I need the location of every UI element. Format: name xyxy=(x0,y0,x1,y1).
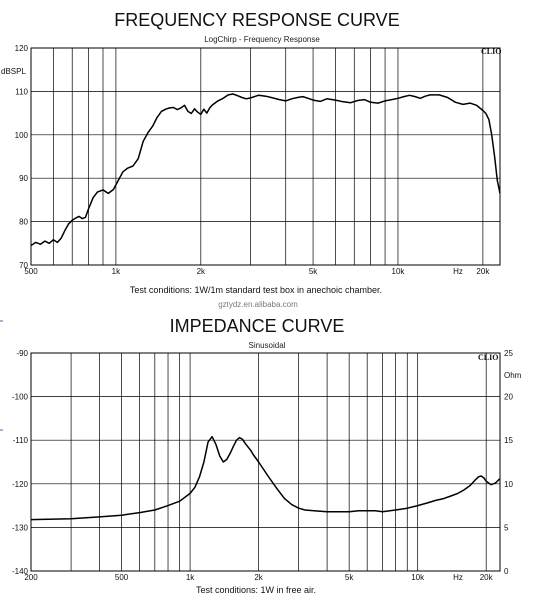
y-right-tick-label: 10 xyxy=(504,480,513,489)
fr-brand-label: CLIO xyxy=(481,47,501,56)
y-tick-label: -140 xyxy=(12,567,29,576)
y-tick-label: 120 xyxy=(15,44,29,53)
y-right-tick-label: 25 xyxy=(504,349,513,358)
y-tick-label: 100 xyxy=(15,131,29,140)
y-right-tick-label: 20 xyxy=(504,393,513,402)
x-tick-label: 2k xyxy=(197,267,206,276)
imp-x-unit-label: Hz xyxy=(453,573,463,582)
imp-right-unit-label: Ohm xyxy=(504,371,522,380)
y-tick-label: 70 xyxy=(19,261,28,270)
fr-subtitle: LogChirp - Frequency Response xyxy=(204,35,320,44)
fr-caption: Test conditions: 1W/1m standard test box… xyxy=(130,285,382,295)
fr-plot-frame xyxy=(30,47,501,266)
y-tick-label: 80 xyxy=(19,218,28,227)
y-right-tick-label: 0 xyxy=(504,567,509,576)
x-tick-label: 1k xyxy=(186,573,195,582)
x-tick-label: 10k xyxy=(392,267,406,276)
fr-grid xyxy=(31,47,500,266)
x-tick-label: 5k xyxy=(309,267,318,276)
fr-ticks: 70 80 90 100 110 120 500 1k 2k 5k 10k 20k xyxy=(15,44,491,276)
frequency-response-chart: FREQUENCY RESPONSE CURVE LogChirp - Freq… xyxy=(1,10,501,309)
imp-brand-label: CLIO xyxy=(478,353,498,362)
x-tick-label: 20k xyxy=(480,573,494,582)
fr-title: FREQUENCY RESPONSE CURVE xyxy=(114,10,399,30)
y-tick-label: -120 xyxy=(12,480,29,489)
fr-y-axis-label: dBSPL xyxy=(1,67,26,76)
x-tick-label: 500 xyxy=(115,573,129,582)
imp-grid xyxy=(31,352,500,572)
y-tick-label: -130 xyxy=(12,523,29,532)
watermark: gztydz.en.alibaba.com xyxy=(218,300,298,309)
x-tick-label: 200 xyxy=(24,573,38,582)
x-tick-label: 2k xyxy=(254,573,263,582)
y-right-tick-label: 15 xyxy=(504,436,513,445)
y-right-tick-label: 5 xyxy=(504,523,509,532)
imp-title: IMPEDANCE CURVE xyxy=(170,316,345,336)
impedance-chart: IMPEDANCE CURVE Sinusoidal CLIO Ohm -140… xyxy=(12,316,522,595)
imp-subtitle: Sinusoidal xyxy=(249,341,286,350)
y-tick-label: -90 xyxy=(16,349,28,358)
y-tick-label: -100 xyxy=(12,393,29,402)
y-tick-label: 110 xyxy=(15,87,28,96)
fr-response-line xyxy=(30,93,501,247)
imp-caption: Test conditions: 1W in free air. xyxy=(196,585,316,595)
x-tick-label: 500 xyxy=(24,267,38,276)
x-tick-label: 20k xyxy=(476,267,490,276)
imp-impedance-line xyxy=(30,435,501,521)
y-tick-label: 90 xyxy=(19,174,28,183)
x-tick-label: 10k xyxy=(411,573,425,582)
y-tick-label: -110 xyxy=(13,436,29,445)
x-tick-label: 5k xyxy=(345,573,354,582)
imp-plot-frame xyxy=(30,352,501,572)
x-tick-label: 1k xyxy=(112,267,121,276)
imp-ticks: -140 -130 -120 -110 -100 -90 0 5 10 15 20 25 200 500 1… xyxy=(12,349,513,582)
fr-x-unit-label: Hz xyxy=(453,267,463,276)
